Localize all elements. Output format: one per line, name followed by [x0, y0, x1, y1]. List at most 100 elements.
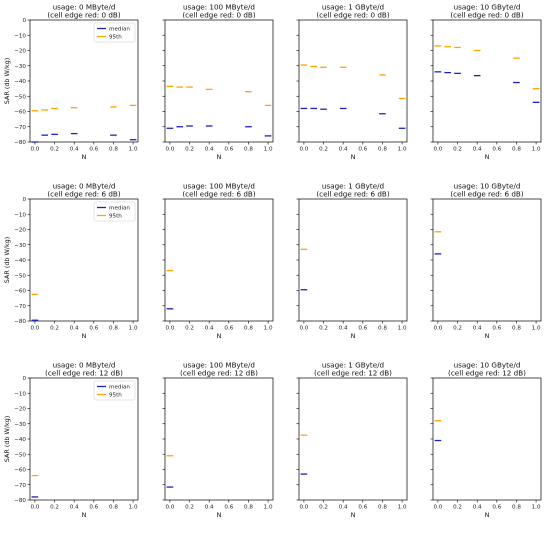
panel-title: usage: 1 GByte/d — [322, 361, 384, 370]
x-tick-label: 0.0 — [165, 505, 174, 511]
x-tick-label: 0.8 — [512, 326, 521, 332]
y-tick-label: −10 — [14, 33, 26, 39]
x-tick-label: 0.2 — [50, 326, 59, 332]
y-tick-label: −80 — [14, 498, 26, 504]
x-axis-label: N — [351, 332, 356, 340]
x-tick-label: 0.6 — [89, 505, 98, 511]
x-tick-label: 0.2 — [453, 326, 462, 332]
x-tick-label: 0.8 — [378, 505, 387, 511]
panel-title: usage: 1 GByte/d — [322, 182, 384, 191]
legend-box — [93, 201, 136, 222]
legend-label-median: median — [109, 385, 130, 391]
x-tick-label: 1.0 — [532, 147, 541, 153]
y-tick-label: −40 — [14, 437, 26, 443]
x-tick-label: 0.0 — [299, 147, 308, 153]
x-tick-label: 0.2 — [319, 326, 328, 332]
y-tick-label: 0 — [22, 376, 26, 382]
x-tick-label: 1.0 — [398, 505, 407, 511]
y-tick-label: −10 — [14, 212, 26, 218]
x-axis-label: N — [351, 153, 356, 161]
x-tick-label: 0.4 — [339, 505, 348, 511]
panel-frame — [164, 198, 274, 322]
x-tick-label: 0.4 — [70, 505, 79, 511]
y-tick-label: −70 — [14, 125, 26, 131]
x-tick-label: 0.8 — [244, 147, 253, 153]
x-axis-label: N — [82, 153, 87, 161]
panel-title: usage: 100 MByte/d — [183, 3, 255, 12]
x-tick-label: 0.6 — [358, 147, 367, 153]
panel-subtitle: (cell edge red: 12 dB) — [45, 369, 123, 378]
y-tick-label: −40 — [14, 79, 26, 85]
y-axis-label: SAR (db W/kg) — [3, 237, 11, 283]
x-tick-label: 1.0 — [532, 505, 541, 511]
x-tick-label: 0.8 — [244, 505, 253, 511]
x-tick-label: 0.2 — [185, 326, 194, 332]
y-tick-label: 0 — [22, 197, 26, 203]
x-axis-label: N — [485, 153, 490, 161]
x-axis-label: N — [351, 511, 356, 519]
x-axis-label: N — [485, 511, 490, 519]
y-axis-label: SAR (db W/kg) — [3, 58, 11, 104]
x-tick-label: 0.0 — [165, 326, 174, 332]
y-tick-label: −70 — [14, 304, 26, 310]
legend-box — [93, 22, 136, 43]
x-tick-label: 1.0 — [532, 326, 541, 332]
panel-subtitle: (cell edge red: 6 dB) — [450, 190, 524, 199]
y-tick-label: −30 — [14, 422, 26, 428]
panel-title: usage: 10 GByte/d — [454, 3, 521, 12]
x-tick-label: 1.0 — [129, 505, 138, 511]
x-tick-label: 0.2 — [453, 147, 462, 153]
x-tick-label: 0.0 — [165, 147, 174, 153]
x-tick-label: 0.6 — [492, 505, 501, 511]
y-tick-label: −10 — [14, 391, 26, 397]
x-tick-label: 0.0 — [433, 147, 442, 153]
x-tick-label: 0.8 — [378, 147, 387, 153]
y-tick-label: −40 — [14, 258, 26, 264]
x-tick-label: 0.2 — [185, 505, 194, 511]
panel-subtitle: (cell edge red: 12 dB) — [180, 369, 258, 378]
x-tick-label: 0.6 — [358, 505, 367, 511]
x-tick-label: 0.2 — [319, 147, 328, 153]
x-tick-label: 0.0 — [30, 505, 39, 511]
panel-title: usage: 1 GByte/d — [322, 3, 384, 12]
x-tick-label: 1.0 — [264, 326, 273, 332]
x-tick-label: 0.4 — [473, 326, 482, 332]
panel-subtitle: (cell edge red: 0 dB) — [182, 11, 256, 20]
y-tick-label: −20 — [14, 49, 26, 55]
x-tick-label: 0.6 — [89, 147, 98, 153]
x-tick-label: 0.4 — [70, 147, 79, 153]
x-tick-label: 0.2 — [185, 147, 194, 153]
x-tick-label: 1.0 — [129, 147, 138, 153]
x-tick-label: 1.0 — [398, 326, 407, 332]
x-tick-label: 0.8 — [109, 326, 118, 332]
x-tick-label: 1.0 — [398, 147, 407, 153]
x-tick-label: 0.6 — [492, 326, 501, 332]
x-tick-label: 0.4 — [339, 326, 348, 332]
x-tick-label: 0.8 — [512, 147, 521, 153]
panel-subtitle: (cell edge red: 6 dB) — [316, 190, 390, 199]
panel-subtitle: (cell edge red: 0 dB) — [316, 11, 390, 20]
y-tick-label: −30 — [14, 64, 26, 70]
x-tick-label: 0.0 — [299, 326, 308, 332]
x-tick-label: 0.4 — [339, 147, 348, 153]
x-tick-label: 0.0 — [30, 326, 39, 332]
x-tick-label: 0.4 — [205, 505, 214, 511]
y-axis-label: SAR (db W/kg) — [3, 416, 11, 462]
panel-frame — [298, 377, 408, 501]
panel-title: usage: 0 MByte/d — [53, 361, 116, 370]
y-tick-label: −20 — [14, 407, 26, 413]
y-tick-label: −60 — [14, 110, 26, 116]
x-tick-label: 0.6 — [224, 505, 233, 511]
panel-frame — [164, 377, 274, 501]
legend-label-median: median — [109, 206, 130, 212]
y-tick-label: −80 — [14, 140, 26, 146]
legend-label-p95: 95th — [109, 393, 122, 399]
x-tick-label: 0.2 — [319, 505, 328, 511]
panel-title: usage: 100 MByte/d — [183, 182, 255, 191]
y-tick-label: −80 — [14, 319, 26, 325]
x-tick-label: 1.0 — [264, 147, 273, 153]
x-tick-label: 0.0 — [299, 505, 308, 511]
x-tick-label: 0.2 — [453, 505, 462, 511]
legend-box — [93, 380, 136, 401]
